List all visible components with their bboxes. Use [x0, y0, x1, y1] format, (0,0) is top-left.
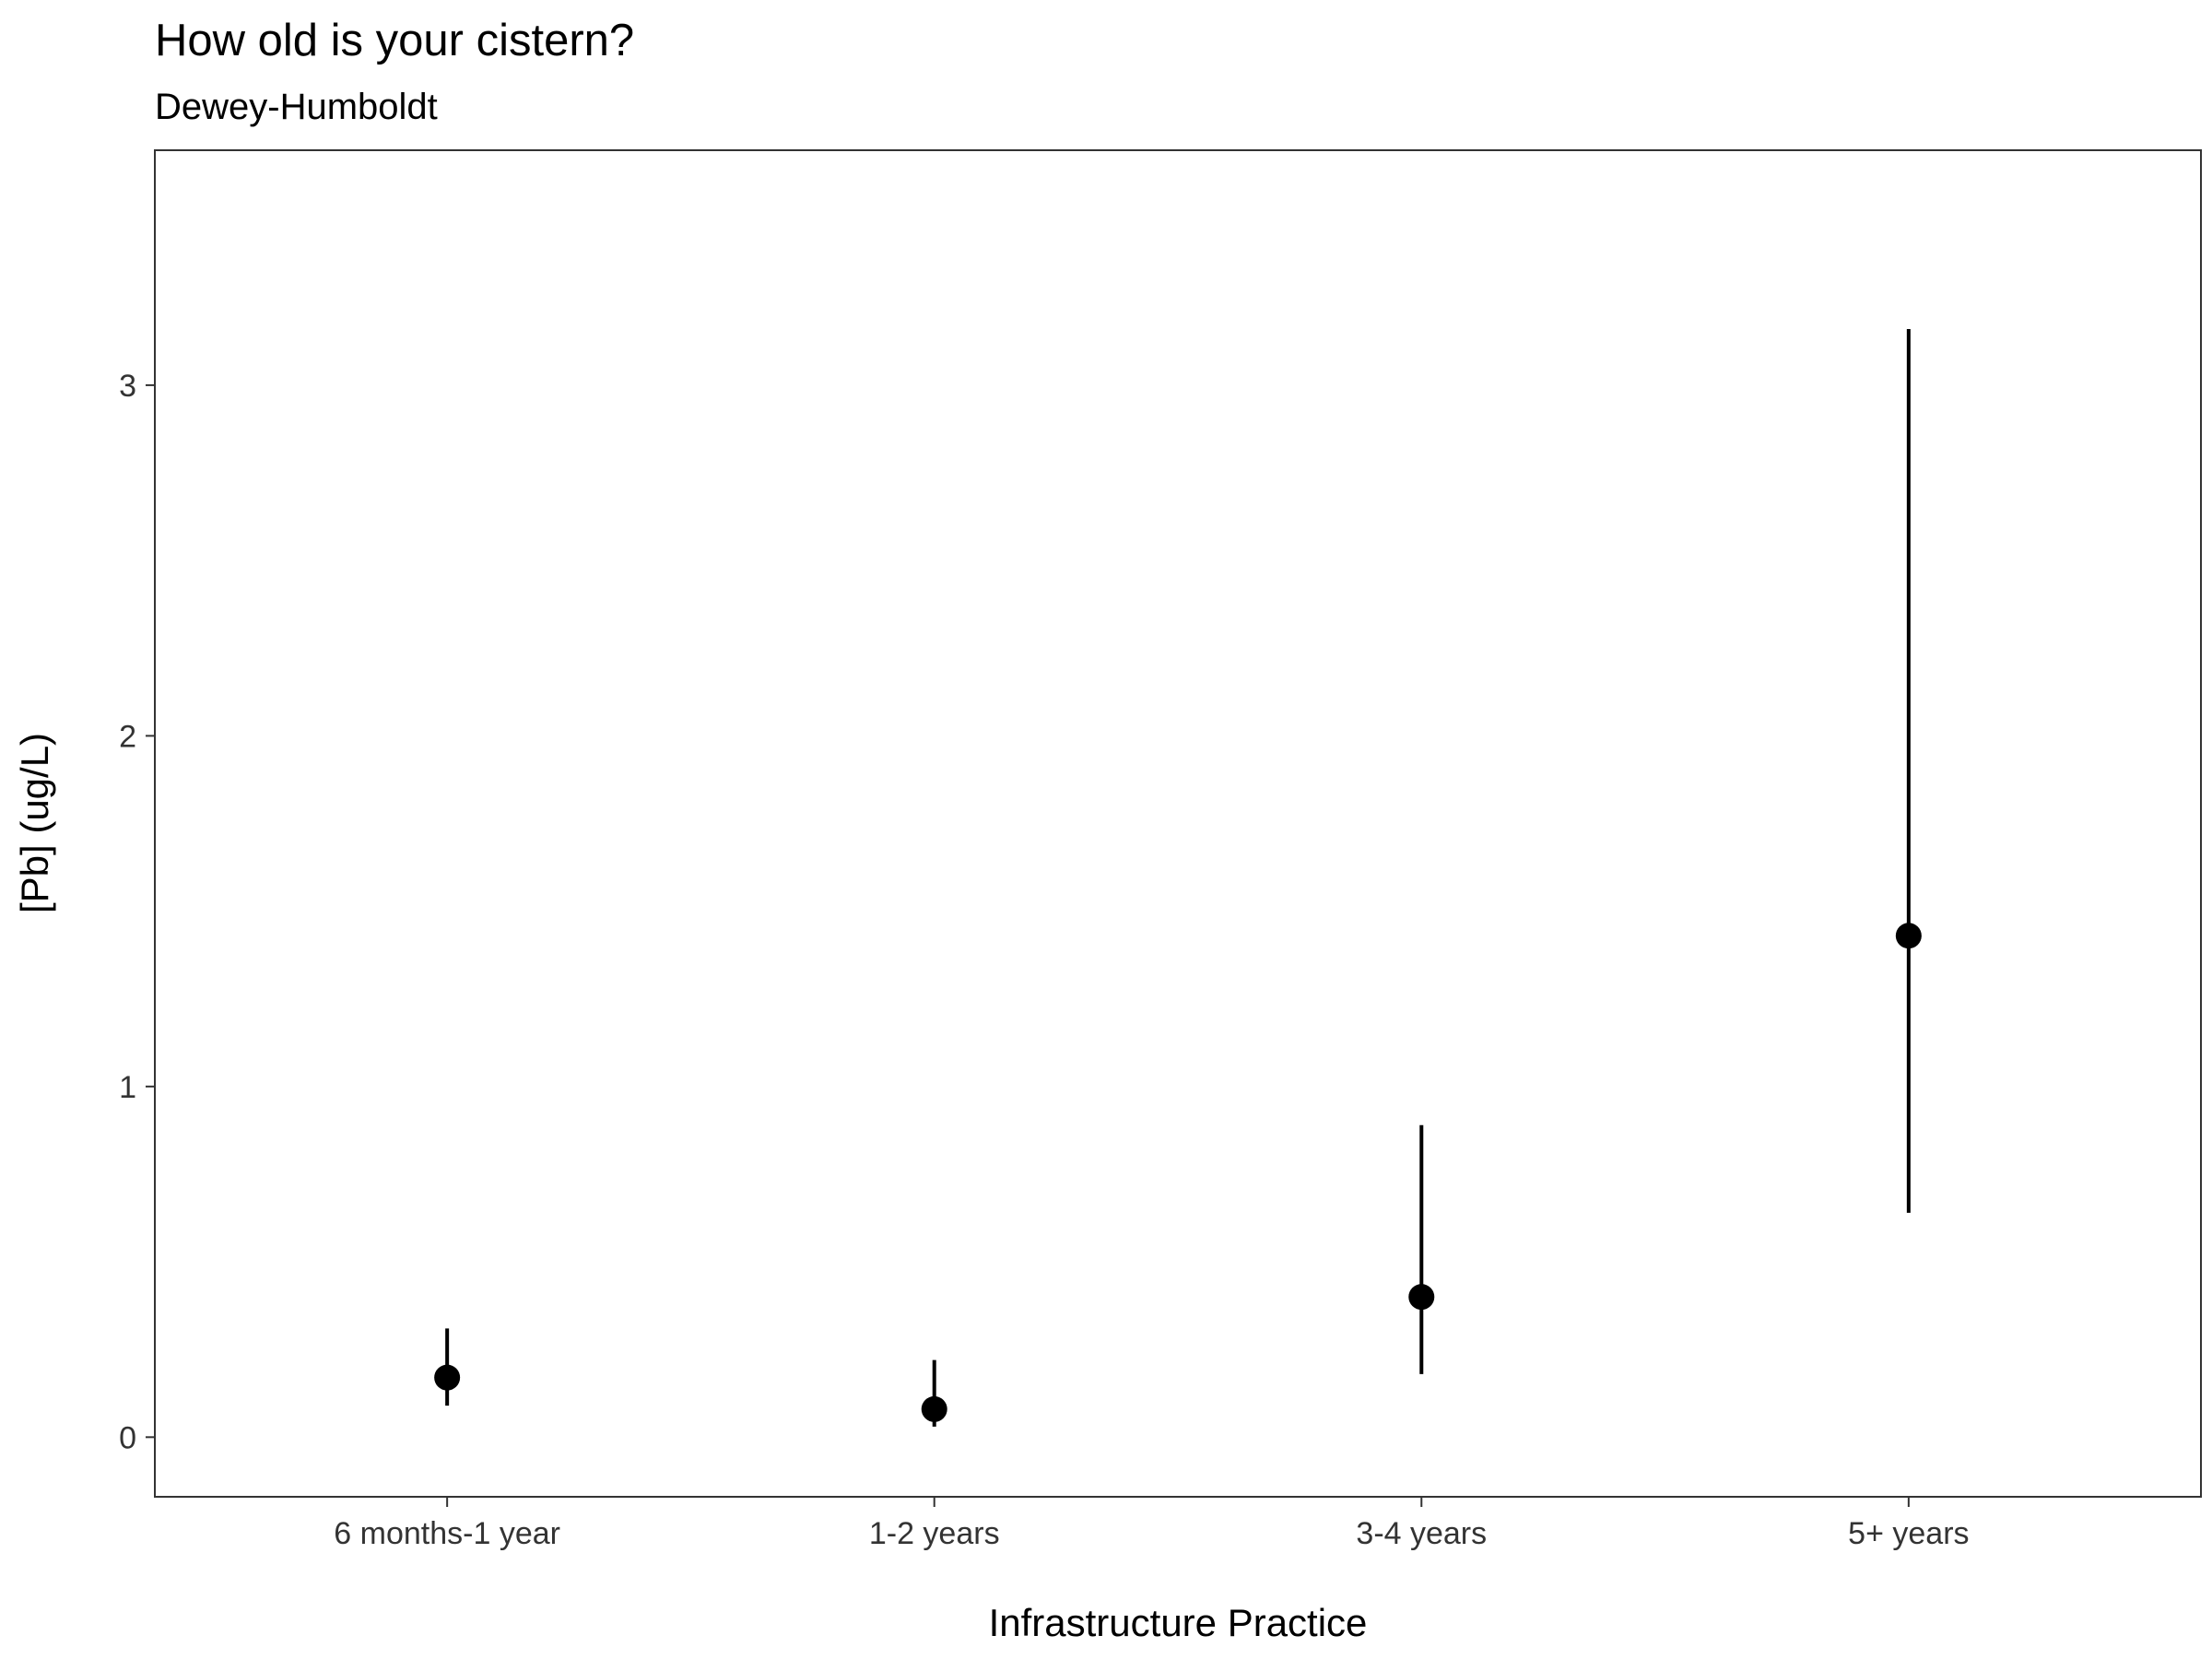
- x-axis-title: Infrastructure Practice: [989, 1601, 1368, 1644]
- x-axis: 6 months-1 year 1-2 years 3-4 years 5+ year…: [334, 1497, 1970, 1551]
- x-tick-label: 5+ years: [1848, 1516, 1969, 1551]
- y-tick-label: 1: [119, 1070, 136, 1105]
- x-tick-label: 1-2 years: [869, 1516, 1000, 1551]
- chart-subtitle: Dewey-Humboldt: [155, 87, 438, 127]
- x-tick-label: 6 months-1 year: [334, 1516, 560, 1551]
- data-point: [1895, 923, 1922, 949]
- y-tick-label: 3: [119, 369, 136, 404]
- y-tick-label: 2: [119, 719, 136, 754]
- data-marks: [434, 329, 1922, 1427]
- y-axis: 0 1 2 3: [119, 369, 155, 1455]
- plot-panel: [154, 149, 2202, 1498]
- chart-title: How old is your cistern?: [155, 16, 634, 65]
- x-tick-label: 3-4 years: [1356, 1516, 1487, 1551]
- data-point: [434, 1364, 461, 1391]
- y-axis-title: [Pb] (ug/L): [13, 733, 56, 913]
- data-point: [1408, 1284, 1435, 1311]
- data-point: [921, 1395, 947, 1422]
- y-tick-label: 0: [119, 1420, 136, 1455]
